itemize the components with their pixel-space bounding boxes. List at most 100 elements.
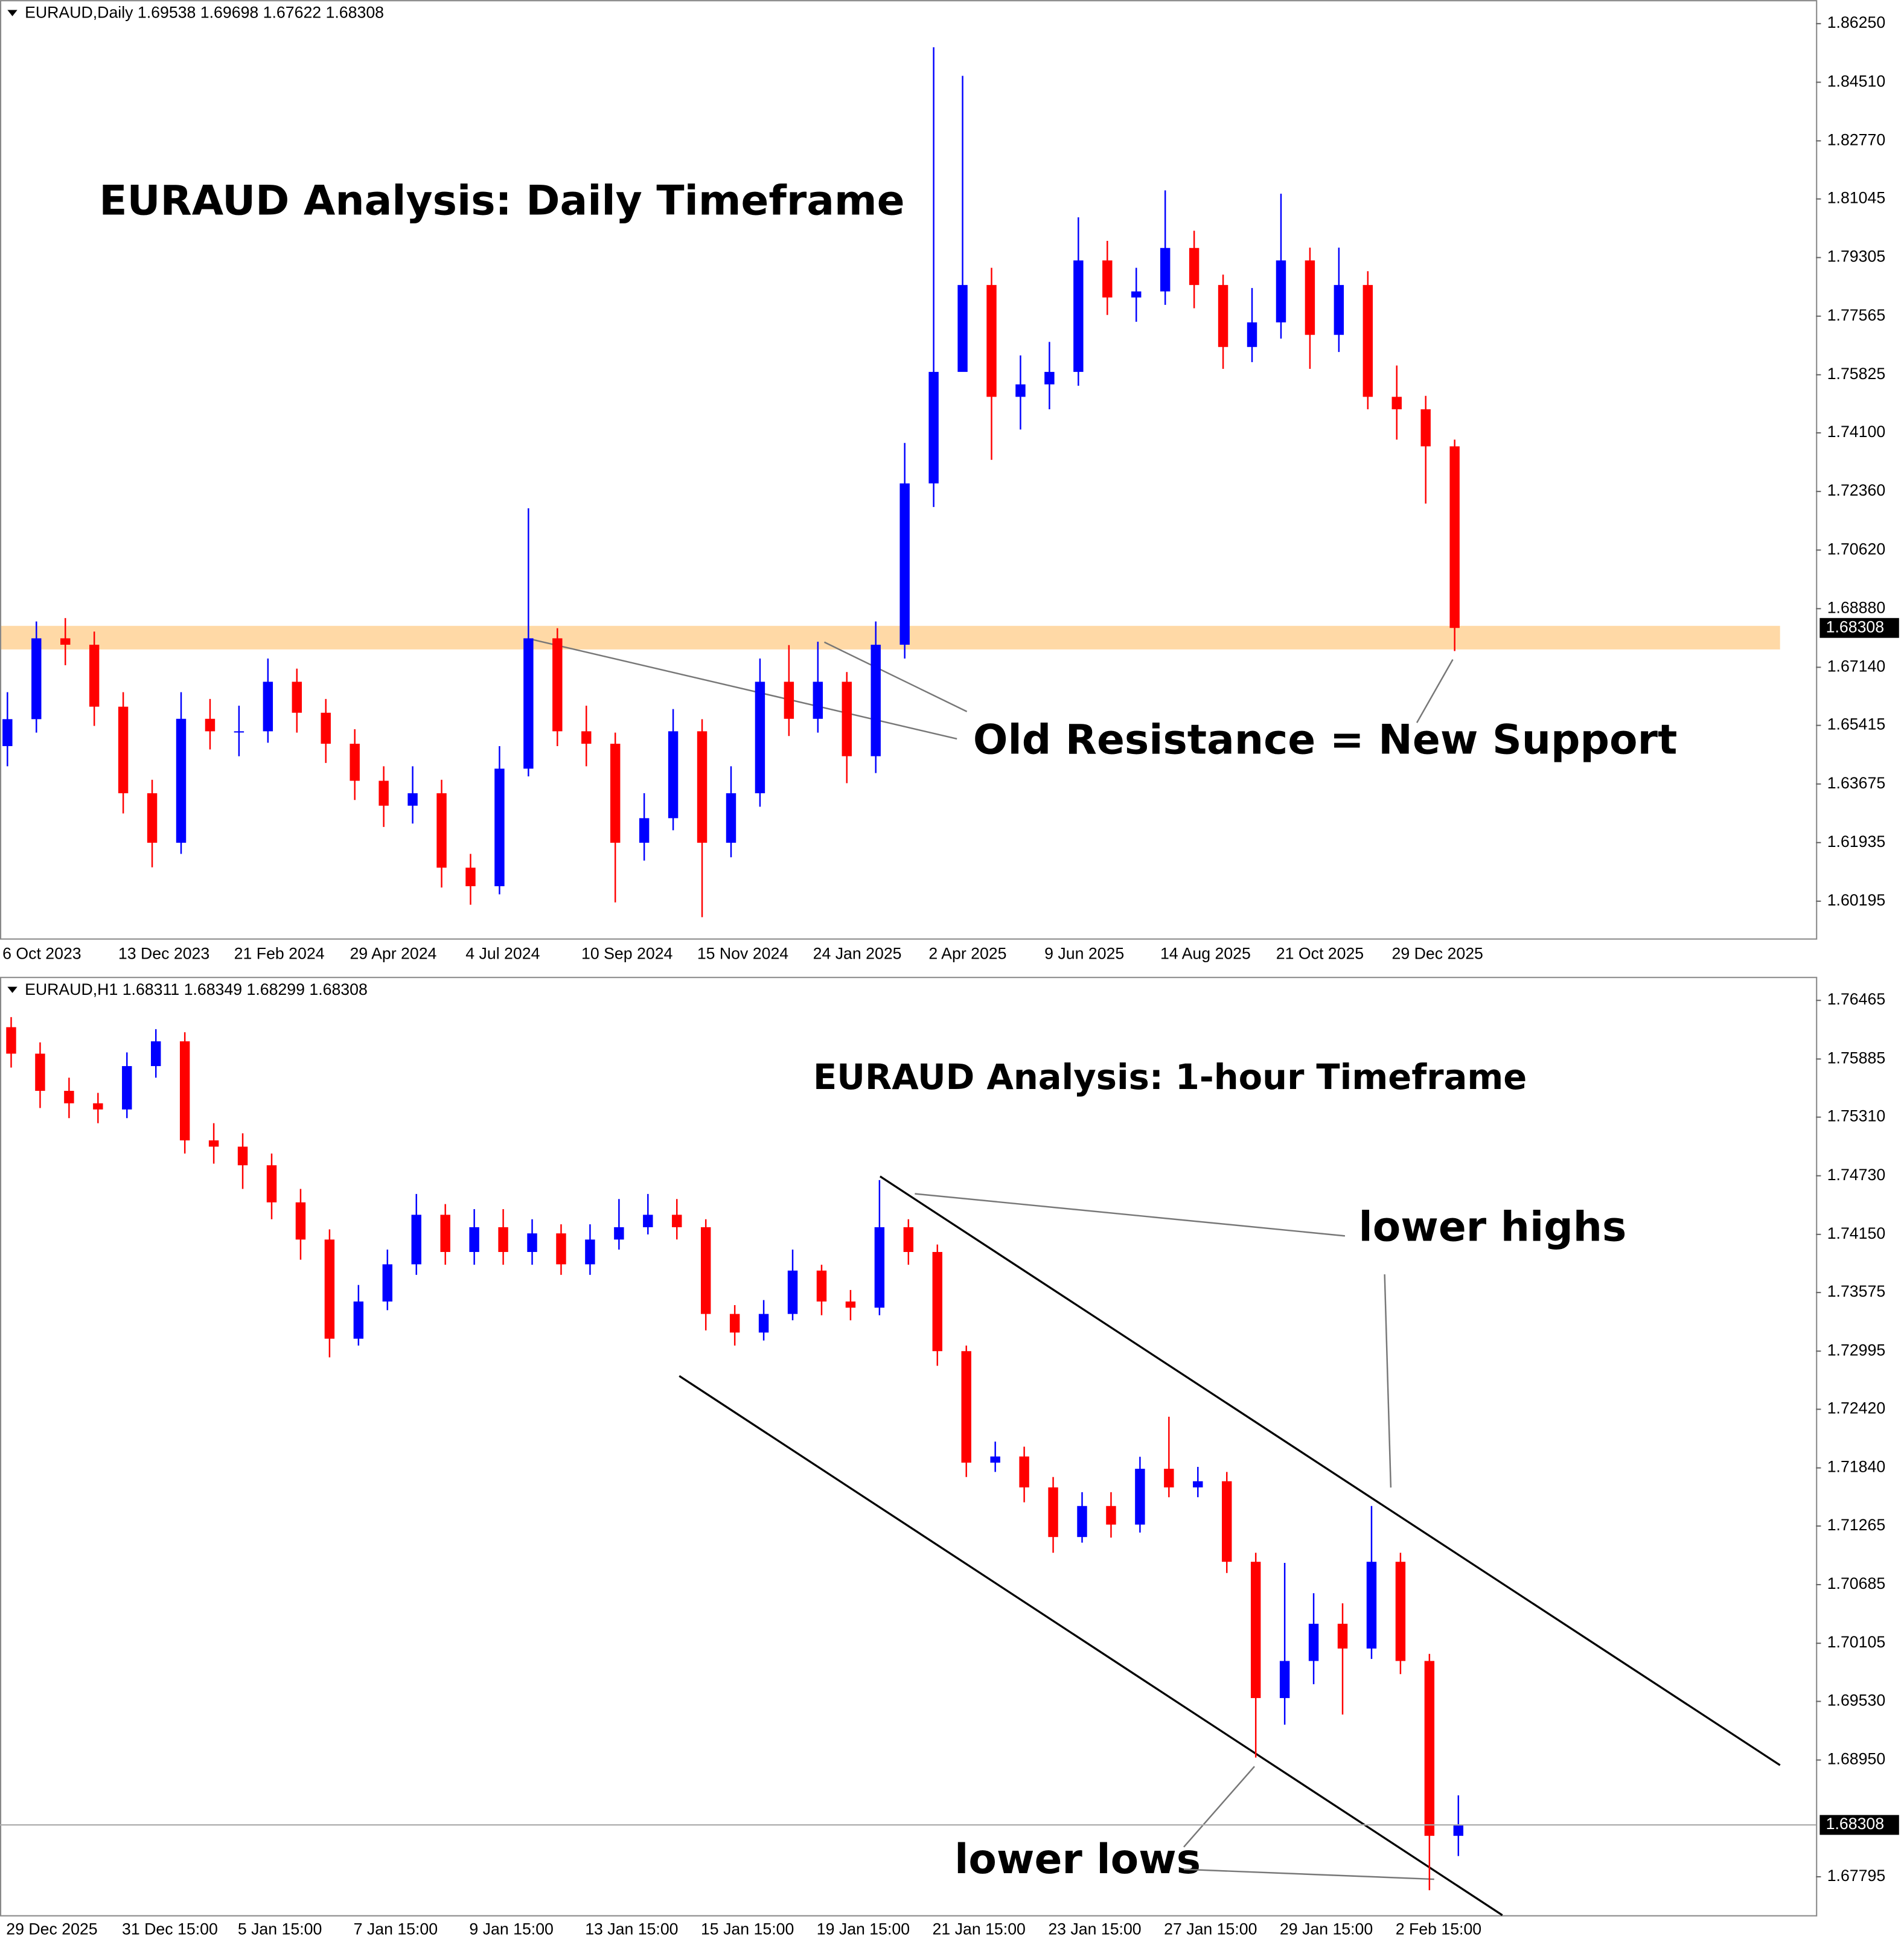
candle-body	[1276, 260, 1286, 323]
price-label: 1.68308	[1826, 1815, 1884, 1833]
candle-body	[1044, 372, 1055, 385]
x-tick-label: 15 Nov 2024	[697, 944, 788, 962]
x-tick-label: 9 Jun 2025	[1044, 944, 1124, 962]
candle-body	[729, 1314, 740, 1333]
pointer-line	[915, 1193, 1346, 1237]
candle-body	[816, 1270, 827, 1302]
candle-body	[957, 285, 968, 372]
x-tick-label: 4 Jul 2024	[465, 944, 540, 962]
candle-body	[700, 1227, 711, 1314]
y-tick-label: 1.79305	[1827, 248, 1885, 266]
candle-body	[440, 1215, 450, 1252]
candle-body	[321, 712, 331, 744]
candle-body	[932, 1251, 942, 1352]
panel-frame	[0, 977, 1818, 1917]
candle-body	[1218, 285, 1228, 347]
y-tick-label: 1.75885	[1827, 1049, 1885, 1067]
x-tick-label: 13 Jan 15:00	[585, 1920, 678, 1938]
candle-body	[697, 731, 708, 843]
candle-body	[411, 1215, 421, 1265]
y-tick-label: 1.84510	[1827, 72, 1885, 90]
candle-body	[1193, 1481, 1203, 1487]
channel-line	[679, 1375, 1503, 1916]
candle-body	[89, 645, 100, 707]
candle-body	[1160, 248, 1171, 292]
x-tick-label: 7 Jan 15:00	[354, 1920, 438, 1938]
candle-body	[1366, 1562, 1377, 1649]
candle-body	[1164, 1469, 1174, 1487]
pointer-line	[1183, 1868, 1434, 1880]
candle-body	[1363, 285, 1373, 397]
candle-body	[1019, 1456, 1029, 1487]
x-tick-label: 10 Sep 2024	[581, 944, 673, 962]
candle-body	[639, 818, 650, 843]
candle-body	[295, 1202, 306, 1240]
x-tick-label: 2 Feb 15:00	[1396, 1920, 1481, 1938]
candle-body	[60, 638, 71, 645]
candle-body	[1334, 285, 1344, 335]
candle-body	[1247, 322, 1257, 347]
x-tick-label: 29 Dec 2025	[6, 1920, 97, 1938]
y-tick-label: 1.75825	[1827, 365, 1885, 383]
candle-body	[1048, 1487, 1058, 1538]
candle-body	[1395, 1562, 1406, 1661]
candle-body	[1449, 446, 1460, 628]
y-tick-label: 1.72995	[1827, 1341, 1885, 1359]
menu-icon	[7, 10, 18, 16]
y-tick-label: 1.72360	[1827, 481, 1885, 499]
candle-body	[1222, 1481, 1232, 1562]
y-tick-label: 1.68950	[1827, 1750, 1885, 1768]
y-tick-label: 1.74100	[1827, 423, 1885, 441]
y-tick-label: 1.72420	[1827, 1399, 1885, 1417]
candle-body	[755, 682, 765, 794]
price-label-box	[1819, 618, 1899, 638]
candle-body	[179, 1041, 190, 1141]
candle-body	[610, 744, 621, 843]
y-tick-label: 1.67795	[1827, 1867, 1885, 1885]
candle-body	[1102, 260, 1113, 298]
candle-body	[758, 1314, 769, 1333]
menu-icon	[7, 986, 18, 993]
candle-body	[266, 1165, 277, 1202]
y-tick-label: 1.81045	[1827, 189, 1885, 207]
candle-body	[523, 638, 534, 769]
candle-body	[6, 1027, 16, 1054]
candle-body	[1337, 1623, 1348, 1649]
candle-body	[150, 1041, 161, 1067]
candle-body	[64, 1091, 74, 1103]
x-tick-label: 31 Dec 15:00	[122, 1920, 218, 1938]
candle-body	[845, 1301, 856, 1308]
candle-body	[353, 1301, 364, 1339]
candle-body	[2, 719, 13, 746]
candle-body	[1073, 260, 1084, 372]
candle-body	[668, 731, 679, 819]
x-tick-label: 27 Jan 15:00	[1164, 1920, 1257, 1938]
chart-title: EURAUD Analysis: Daily Timeframe	[99, 176, 904, 224]
candle-body	[614, 1227, 624, 1240]
channel-line	[880, 1175, 1781, 1766]
pointer-line	[1416, 659, 1454, 723]
y-tick-label: 1.70105	[1827, 1633, 1885, 1651]
candle-body	[986, 285, 997, 397]
pointer-line	[1183, 1766, 1255, 1848]
x-tick-label: 9 Jan 15:00	[469, 1920, 553, 1938]
candle-body	[874, 1227, 885, 1308]
y-tick-label: 1.86250	[1827, 13, 1885, 31]
x-tick-label: 29 Jan 15:00	[1280, 1920, 1373, 1938]
y-tick-label: 1.60195	[1827, 891, 1885, 909]
y-tick-label: 1.70620	[1827, 540, 1885, 558]
x-tick-label: 24 Jan 2025	[813, 944, 902, 962]
x-tick-label: 23 Jan 15:00	[1048, 1920, 1141, 1938]
pointer-line	[532, 639, 957, 740]
support-zone	[0, 625, 1780, 650]
x-tick-label: 15 Jan 15:00	[701, 1920, 794, 1938]
candle-body	[1420, 409, 1431, 447]
y-tick-label: 1.77565	[1827, 306, 1885, 324]
y-tick-label: 1.70685	[1827, 1574, 1885, 1592]
y-tick-label: 1.75310	[1827, 1107, 1885, 1125]
candle-body	[1077, 1506, 1087, 1538]
y-tick-label: 1.67140	[1827, 657, 1885, 675]
x-tick-label: 19 Jan 15:00	[817, 1920, 910, 1938]
candle-body	[643, 1215, 653, 1227]
